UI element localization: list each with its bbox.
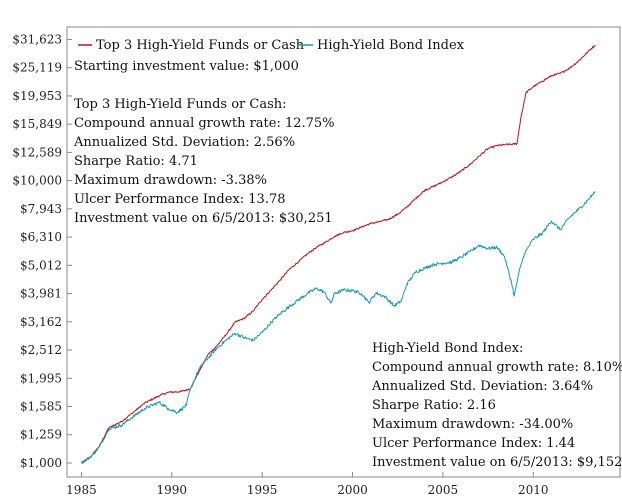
y-tick-label: $3,981 — [20, 287, 62, 301]
index-cagr: Compound annual growth rate: 8.10% — [372, 360, 622, 375]
x-tick-label: 1985 — [66, 483, 97, 497]
top3-cagr: Compound annual growth rate: 12.75% — [74, 116, 335, 131]
index-heading: High-Yield Bond Index: — [372, 341, 524, 356]
index-sharpe: Sharpe Ratio: 2.16 — [372, 398, 496, 413]
y-tick-label: $5,012 — [20, 258, 62, 272]
series-line-top3 — [81, 44, 596, 464]
y-tick-label: $25,119 — [12, 61, 62, 75]
y-tick-label: $1,995 — [20, 371, 62, 385]
top3-ulcer: Ulcer Performance Index: 13.78 — [74, 192, 286, 207]
y-tick-label: $1,585 — [20, 400, 62, 414]
starting-value-label: Starting investment value: $1,000 — [74, 59, 299, 74]
y-axis: $1,000 $1,259 $1,585 $1,995 $2,512 $3,162 $3,9… — [12, 32, 72, 470]
series-line-index — [80, 191, 596, 465]
x-axis: 1985 1990 1995 2000 2005 2010 — [66, 472, 549, 497]
y-tick-label: $1,000 — [20, 456, 62, 470]
y-tick-label: $19,953 — [12, 89, 62, 103]
index-stddev: Annualized Std. Deviation: 3.64% — [372, 379, 594, 394]
index-ulcer: Ulcer Performance Index: 1.44 — [372, 436, 576, 451]
x-tick-label: 2000 — [337, 483, 368, 497]
plot-frame — [66, 26, 621, 478]
top3-sharpe: Sharpe Ratio: 4.71 — [74, 154, 198, 169]
index-final-value: Investment value on 6/5/2013: $9,152 — [372, 455, 622, 470]
y-tick-label: $6,310 — [20, 230, 62, 244]
legend-label-top3: Top 3 High-Yield Funds or Cash — [96, 38, 305, 53]
legend: Top 3 High-Yield Funds or Cash High-Yiel… — [78, 38, 465, 53]
top3-heading: Top 3 High-Yield Funds or Cash: — [74, 97, 287, 112]
y-tick-label: $7,943 — [20, 202, 62, 216]
x-tick-label: 2010 — [518, 483, 549, 497]
y-tick-label: $31,623 — [12, 32, 62, 46]
index-stats: High-Yield Bond Index: Compound annual g… — [372, 339, 622, 472]
y-tick-label: $2,512 — [20, 343, 62, 357]
top3-stddev: Annualized Std. Deviation: 2.56% — [74, 135, 296, 150]
top3-final-value: Investment value on 6/5/2013: $30,251 — [74, 211, 333, 226]
legend-label-index: High-Yield Bond Index — [317, 38, 465, 53]
y-tick-label: $12,589 — [12, 145, 62, 159]
x-tick-label: 1995 — [247, 483, 278, 497]
y-tick-label: $3,162 — [20, 315, 62, 329]
y-tick-label: $1,259 — [20, 428, 62, 442]
x-tick-label: 1990 — [157, 483, 188, 497]
series-lines — [80, 44, 596, 465]
y-tick-label: $15,849 — [12, 117, 62, 131]
index-drawdown: Maximum drawdown: -34.00% — [372, 417, 574, 432]
top3-drawdown: Maximum drawdown: -3.38% — [74, 173, 267, 188]
x-tick-label: 2005 — [428, 483, 459, 497]
y-tick-label: $10,000 — [12, 174, 62, 188]
top3-stats: Top 3 High-Yield Funds or Cash: Compound… — [74, 95, 335, 228]
